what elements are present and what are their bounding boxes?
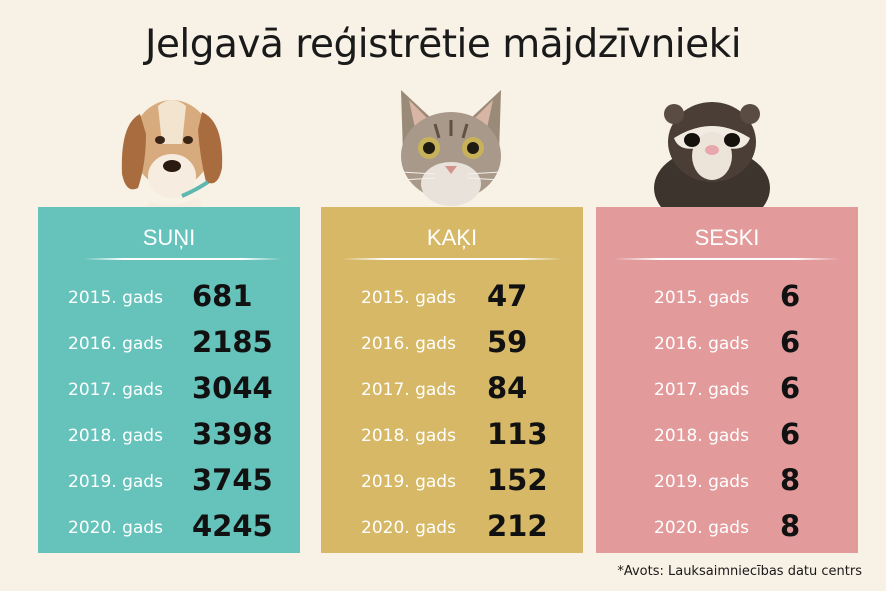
year-label: 2018. gads	[654, 426, 749, 446]
table-row: 2018. gads 3398	[38, 415, 300, 455]
table-row: 2017. gads 3044	[38, 369, 300, 409]
year-label: 2016. gads	[68, 334, 163, 354]
table-row: 2016. gads 6	[596, 323, 858, 363]
count-value: 6	[780, 325, 801, 359]
dogs-panel: SUŅI 2015. gads 681 2016. gads 2185 2017…	[38, 207, 300, 553]
cat-icon	[400, 90, 502, 206]
count-value: 4245	[192, 509, 273, 543]
count-value: 3044	[192, 371, 273, 405]
table-row: 2015. gads 681	[38, 277, 300, 317]
panel-title-cats: KAĶI	[426, 225, 478, 250]
cats-panel: KAĶI 2015. gads 47 2016. gads 59 2017. g…	[321, 207, 583, 553]
year-label: 2016. gads	[361, 334, 456, 354]
divider	[341, 258, 563, 260]
dog-icon	[121, 100, 223, 208]
table-row: 2019. gads 3745	[38, 461, 300, 501]
table-row: 2017. gads 84	[321, 369, 583, 409]
divider	[614, 258, 840, 260]
table-row: 2018. gads 6	[596, 415, 858, 455]
table-row: 2020. gads 4245	[38, 507, 300, 547]
year-label: 2020. gads	[68, 518, 163, 538]
panel-title-ferrets: SESKI	[694, 225, 760, 250]
table-row: 2016. gads 59	[321, 323, 583, 363]
year-label: 2018. gads	[68, 426, 163, 446]
count-value: 212	[487, 509, 548, 543]
count-value: 681	[192, 279, 253, 313]
count-value: 6	[780, 417, 801, 451]
divider	[84, 258, 282, 260]
ferrets-panel: SESKI 2015. gads 6 2016. gads 6 2017. ga…	[596, 207, 858, 553]
year-label: 2020. gads	[654, 518, 749, 538]
ferret-icon	[654, 102, 770, 208]
year-label: 2016. gads	[654, 334, 749, 354]
count-value: 6	[780, 371, 801, 405]
table-row: 2015. gads 47	[321, 277, 583, 317]
count-value: 3745	[192, 463, 273, 497]
year-label: 2015. gads	[68, 288, 163, 308]
page-title: Jelgavā reģistrētie mājdzīvnieki	[144, 22, 742, 67]
year-label: 2015. gads	[361, 288, 456, 308]
count-value: 2185	[192, 325, 273, 359]
count-value: 59	[487, 325, 528, 359]
table-row: 2019. gads 8	[596, 461, 858, 501]
year-label: 2015. gads	[654, 288, 749, 308]
table-row: 2016. gads 2185	[38, 323, 300, 363]
count-value: 8	[780, 463, 801, 497]
table-row: 2015. gads 6	[596, 277, 858, 317]
table-row: 2020. gads 212	[321, 507, 583, 547]
count-value: 6	[780, 279, 801, 313]
year-label: 2019. gads	[68, 472, 163, 492]
year-label: 2017. gads	[654, 380, 749, 400]
table-row: 2020. gads 8	[596, 507, 858, 547]
year-label: 2019. gads	[361, 472, 456, 492]
year-label: 2017. gads	[361, 380, 456, 400]
year-label: 2020. gads	[361, 518, 456, 538]
count-value: 113	[487, 417, 548, 451]
year-label: 2018. gads	[361, 426, 456, 446]
panel-title-dogs: SUŅI	[142, 225, 196, 250]
source-note: *Avots: Lauksaimniecības datu centrs	[617, 564, 862, 579]
table-row: 2019. gads 152	[321, 461, 583, 501]
count-value: 84	[487, 371, 528, 405]
count-value: 3398	[192, 417, 273, 451]
year-label: 2019. gads	[654, 472, 749, 492]
count-value: 152	[487, 463, 548, 497]
table-row: 2018. gads 113	[321, 415, 583, 455]
count-value: 8	[780, 509, 801, 543]
count-value: 47	[487, 279, 528, 313]
year-label: 2017. gads	[68, 380, 163, 400]
table-row: 2017. gads 6	[596, 369, 858, 409]
